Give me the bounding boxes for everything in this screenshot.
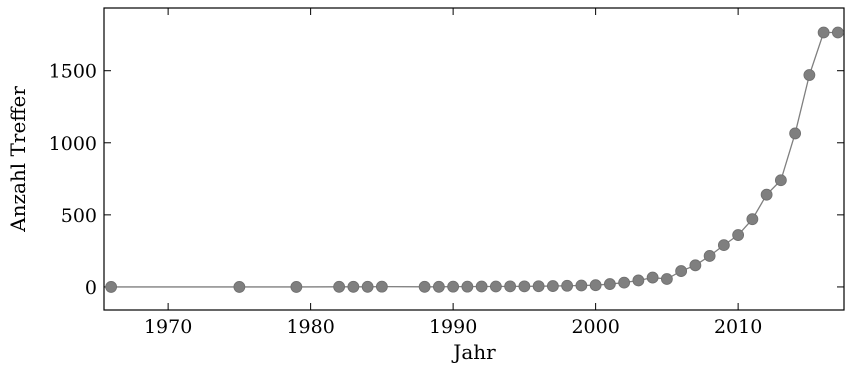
y-tick-label: 500 [61,205,97,227]
x-tick-label: 2000 [571,316,619,338]
x-axis-label: Jahr [451,340,496,364]
x-tick-label: 1990 [429,316,477,338]
data-point [632,274,645,287]
data-point [603,278,616,290]
data-point [461,280,474,293]
data-point [760,188,773,201]
data-point [817,26,830,39]
data-point [732,229,745,241]
data-point [703,250,716,262]
labels-layer: Jahr Anzahl Treffer [6,86,496,364]
y-tick-label: 0 [85,277,97,299]
data-point [375,280,388,293]
data-point [546,280,559,292]
axes-layer: 1970 1980 1990 2000 2010 0 500 1000 1500 [49,7,845,338]
x-tick-label: 1980 [286,316,334,338]
data-point [105,281,118,293]
data-point [518,280,531,293]
data-point [432,280,445,293]
x-tick-label: 1970 [144,316,192,338]
y-tick-label: 1000 [49,133,97,155]
data-point [746,213,759,226]
data-point [290,281,303,293]
series-line [111,31,838,288]
data-point [689,259,702,272]
data-point [504,280,517,293]
data-point [717,239,730,252]
data-point [774,174,787,187]
y-axis-label: Anzahl Treffer [6,86,30,233]
data-point [803,69,816,81]
data-point [233,281,246,293]
series-layer [105,26,844,293]
data-point [660,273,673,285]
x-tick-label: 2010 [714,316,762,338]
data-point [418,280,431,293]
data-point [646,271,659,284]
plot-area-frame [103,7,845,311]
data-point [589,279,602,292]
data-point [475,280,488,293]
data-point [575,279,588,292]
data-point [561,279,574,292]
data-point [347,280,360,293]
data-point [361,280,374,293]
data-point [831,26,844,39]
data-point [618,276,631,289]
y-tick-label: 1500 [49,61,97,83]
data-point [333,280,346,293]
data-point [789,127,802,140]
data-point [532,280,545,293]
data-point [675,265,688,277]
data-point [447,280,460,293]
data-point [489,280,502,293]
